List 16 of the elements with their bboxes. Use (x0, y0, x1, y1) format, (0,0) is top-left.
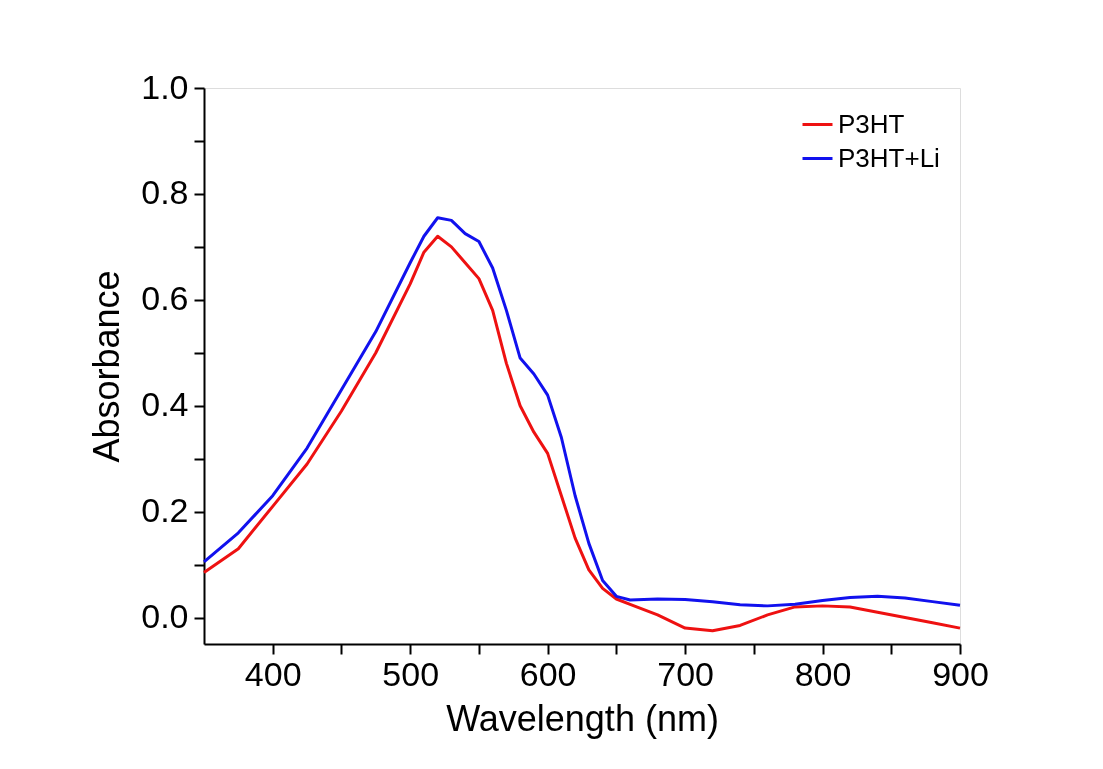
x-axis-title: Wavelength (nm) (446, 697, 719, 739)
x-tick-label: 800 (794, 654, 852, 693)
y-tick-label: 0.8 (141, 173, 189, 212)
x-tick-label: 400 (244, 654, 302, 693)
y-axis-title: Absorbance (86, 270, 128, 463)
y-tick-label: 0.0 (141, 597, 189, 636)
x-tick-label: 600 (519, 654, 577, 693)
legend-label: P3HT+Li (838, 142, 940, 173)
y-tick-label: 1.0 (141, 67, 189, 106)
y-tick-label: 0.2 (141, 491, 189, 530)
legend-label: P3HT (838, 108, 905, 139)
y-tick-label: 0.6 (141, 279, 189, 318)
x-tick-label: 500 (382, 654, 440, 693)
y-tick-label: 0.4 (141, 385, 189, 424)
x-tick-label: 900 (932, 654, 989, 693)
x-tick-label: 700 (657, 654, 714, 693)
